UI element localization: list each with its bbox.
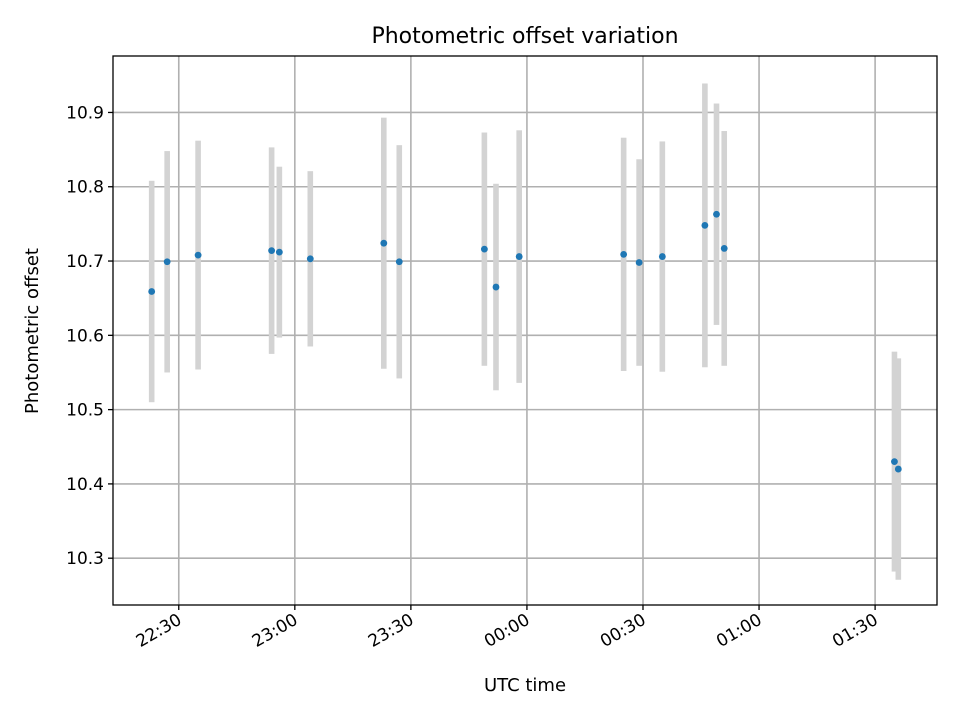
data-point	[148, 288, 156, 295]
y-tick-label: 10.7	[66, 252, 104, 272]
data-point	[163, 258, 171, 266]
y-tick-label: 10.3	[66, 549, 104, 569]
x-tick-label: 22:30	[133, 610, 185, 652]
x-tick-label: 00:30	[597, 610, 649, 652]
data-point	[635, 259, 643, 266]
chart-title: Photometric offset variation	[371, 24, 678, 49]
data-point	[194, 251, 202, 259]
grid-lines	[113, 56, 937, 605]
data-point	[480, 245, 488, 253]
data-point	[492, 283, 500, 291]
y-tick-label: 10.9	[66, 103, 104, 123]
data-point	[720, 245, 728, 252]
plot-frame	[112, 55, 938, 606]
data-points	[148, 210, 902, 473]
data-point	[891, 458, 898, 466]
data-point	[713, 210, 720, 218]
x-axis-label: UTC time	[484, 675, 566, 696]
y-tick-label: 10.6	[66, 326, 104, 346]
data-point	[701, 221, 709, 229]
y-tick-label: 10.5	[66, 401, 104, 421]
x-tick-label: 01:00	[713, 610, 765, 652]
data-point	[380, 239, 388, 247]
y-tick-label: 10.4	[66, 475, 104, 495]
x-tick-label: 00:00	[481, 610, 533, 652]
errorbars	[148, 83, 902, 580]
y-axis-label: Photometric offset	[22, 248, 43, 414]
x-tick-label: 23:30	[365, 610, 417, 652]
y-tick-label: 10.8	[66, 178, 104, 198]
data-point	[620, 250, 628, 258]
data-point	[894, 465, 902, 473]
x-tick-label: 23:00	[249, 610, 301, 652]
data-point	[268, 247, 276, 255]
data-point	[658, 253, 666, 260]
data-point	[515, 253, 523, 260]
x-tick-label: 01:30	[829, 610, 881, 652]
data-point	[275, 248, 283, 256]
data-point	[306, 255, 314, 263]
data-point	[395, 258, 403, 266]
